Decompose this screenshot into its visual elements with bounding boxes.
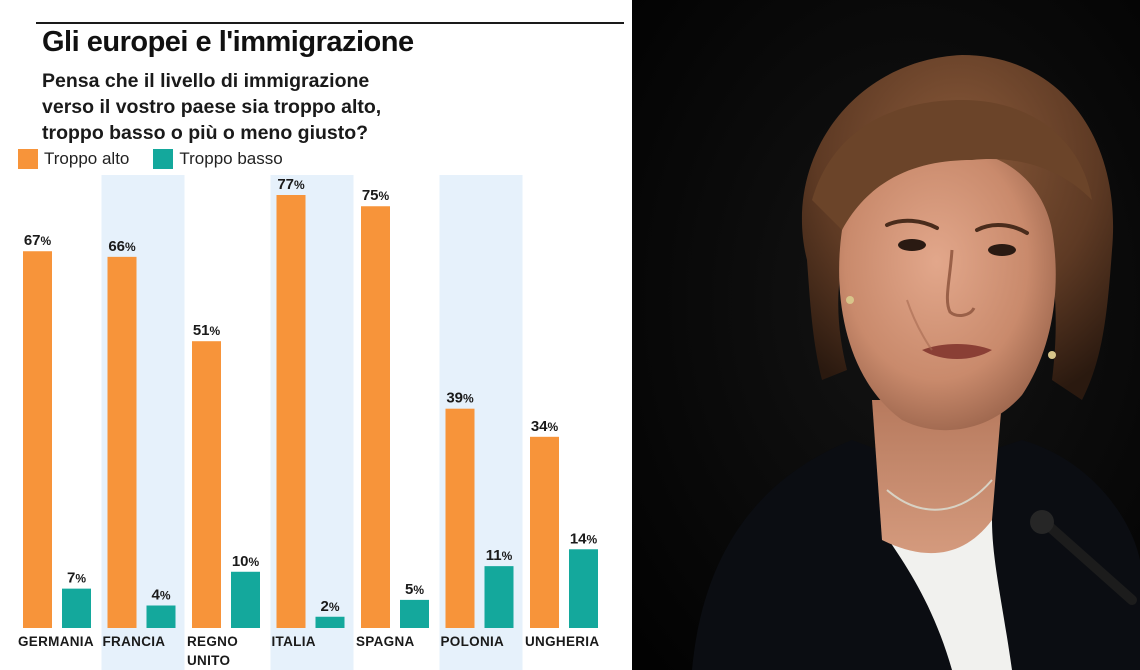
data-label: 10% [232, 553, 260, 570]
bar-troppo-alto [192, 341, 221, 628]
legend-item-troppo-basso: Troppo basso [153, 149, 283, 169]
category-label: SPAGNA [356, 634, 415, 649]
bar-troppo-alto [23, 251, 52, 628]
top-rule [36, 22, 624, 24]
bar-troppo-alto [361, 206, 390, 628]
legend-label-troppo-basso: Troppo basso [179, 149, 283, 168]
category-label: POLONIA [441, 634, 505, 649]
category-label: GERMANIA [18, 634, 94, 649]
legend-swatch-troppo-basso [153, 149, 174, 169]
legend-label-troppo-alto: Troppo alto [44, 149, 130, 168]
bar-troppo-basso [400, 599, 429, 628]
data-label: 4% [151, 587, 170, 604]
data-label: 66% [108, 238, 136, 255]
data-label: 75% [362, 187, 390, 204]
subtitle-line: Pensa che il livello di immigrazione [42, 70, 370, 92]
data-label: 2% [320, 598, 339, 615]
bar-troppo-alto [276, 195, 306, 628]
bar-troppo-alto [530, 436, 559, 628]
chart-subtitle: Pensa che il livello di immigrazione ver… [42, 68, 462, 146]
bar-troppo-alto [445, 408, 475, 628]
portrait-photo [632, 0, 1140, 670]
chart-title: Gli europei e l'immigrazione [42, 26, 414, 58]
bar-troppo-basso [62, 588, 91, 628]
bar-troppo-basso [569, 549, 598, 628]
bar-troppo-basso [484, 566, 514, 628]
category-label: UNITO [187, 653, 230, 668]
data-label: 14% [570, 530, 598, 547]
category-label: ITALIA [272, 634, 316, 649]
data-label: 5% [405, 581, 424, 598]
bar-chart: 67% 7% GERMANIA 66% 4% FRANCIA 51% 10% REGNO UNIT… [18, 175, 599, 670]
category-label: REGNO [187, 634, 238, 649]
bar-troppo-basso [146, 605, 176, 628]
data-label: 67% [24, 232, 52, 249]
subtitle-line: troppo basso o più o meno giusto? [42, 122, 369, 144]
category-label: FRANCIA [103, 634, 166, 649]
chart-panel: Gli europei e l'immigrazione Pensa che i… [18, 22, 624, 670]
data-label: 11% [486, 547, 513, 564]
bar-troppo-basso [315, 616, 345, 628]
legend-swatch-troppo-alto [18, 149, 38, 169]
legend: Troppo alto Troppo basso [18, 149, 307, 169]
data-label: 51% [193, 322, 221, 339]
bar-troppo-alto [107, 256, 137, 628]
bar-troppo-basso [231, 571, 260, 628]
data-label: 39% [446, 390, 474, 407]
data-label: 77% [277, 176, 305, 193]
category-label: UNGHERIA [525, 634, 599, 649]
data-label: 34% [531, 418, 559, 435]
legend-item-troppo-alto: Troppo alto [18, 149, 129, 169]
data-label: 7% [67, 570, 86, 587]
subtitle-line: verso il vostro paese sia troppo alto, [42, 96, 382, 118]
